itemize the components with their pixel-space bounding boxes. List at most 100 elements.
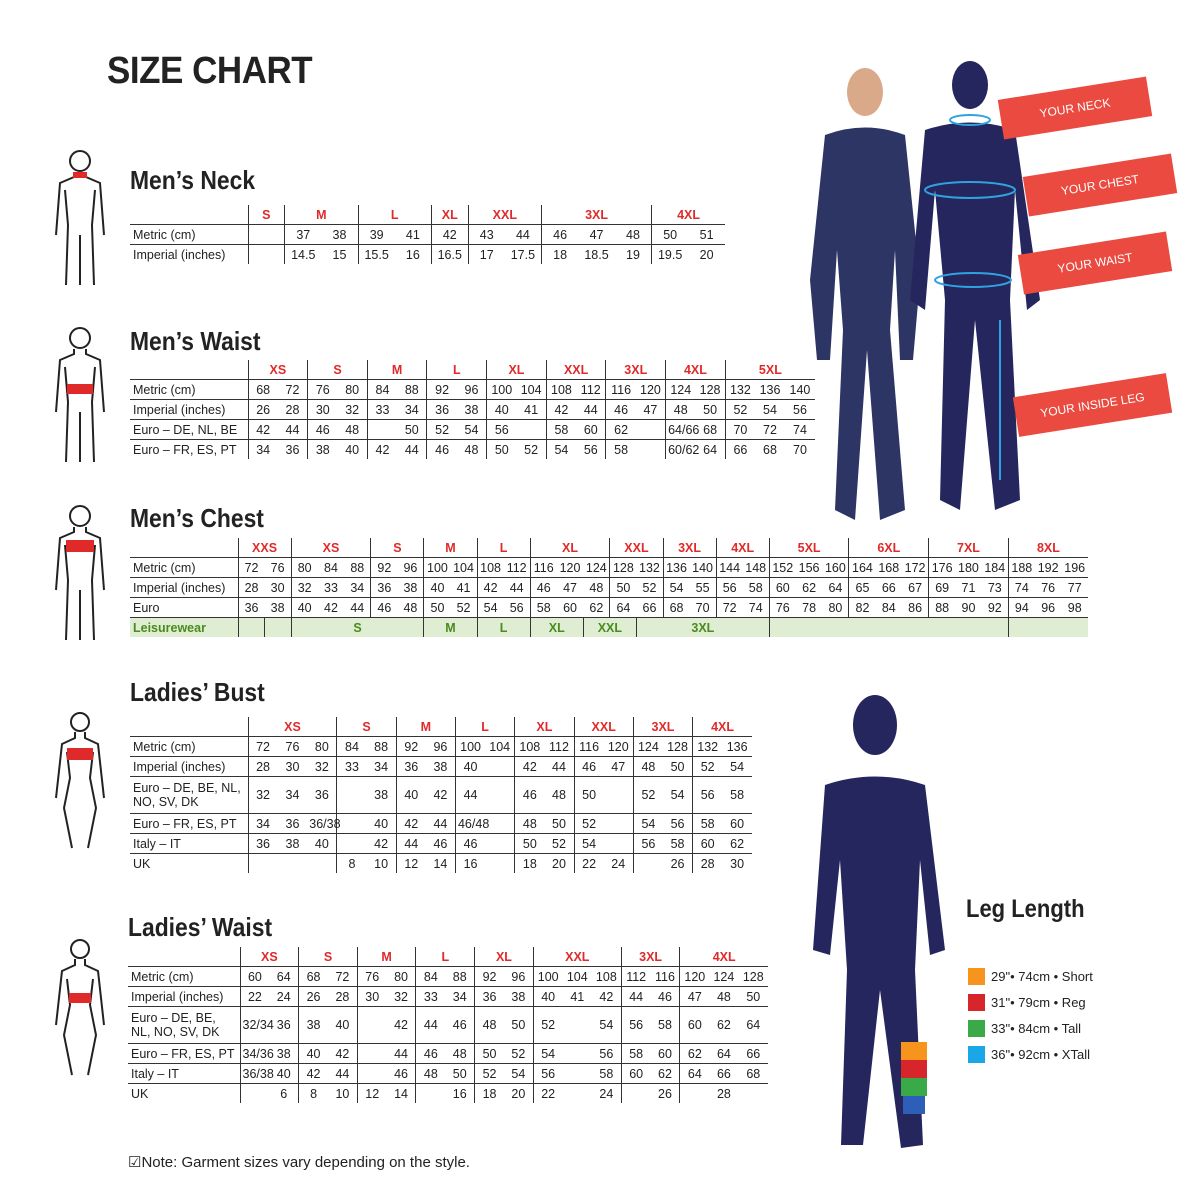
table-row: Imperial (inches) 26 28 30 32 33 34 36 38 40 41 42 4… — [130, 399, 815, 420]
table-cell: 44 — [454, 776, 486, 814]
table-cell: 18 — [474, 1083, 504, 1103]
table-cell: 132 — [636, 557, 663, 578]
table-cell — [562, 1063, 592, 1084]
table-cell: 32/34 — [239, 1006, 274, 1044]
leg-length-item: 31"• 79cm • Reg — [968, 994, 1086, 1011]
table-cell: 48 — [614, 224, 652, 245]
table-cell: 30 — [307, 399, 338, 420]
table-cell: 80 — [386, 966, 416, 987]
table-cell: 136 — [755, 379, 785, 400]
table-cell: 74 — [784, 419, 815, 440]
row-label: Metric (cm) — [128, 966, 240, 987]
table-cell: 50 — [609, 577, 637, 598]
table-cell: 52 — [636, 577, 663, 598]
size-label: XXL — [467, 205, 542, 225]
table-cell — [336, 776, 367, 814]
table-cell: 92 — [474, 966, 504, 987]
size-label: 3XL — [605, 360, 666, 380]
table-cell: 82 — [848, 597, 876, 618]
table-cell: 68 — [247, 379, 278, 400]
table-cell: 19.5 — [651, 244, 689, 264]
table-cell: 18 — [514, 853, 545, 873]
table-cell: 84 — [336, 736, 367, 757]
table-cell: 72 — [327, 966, 358, 987]
table-cell: 46 — [541, 224, 579, 245]
table-cell: 40 — [327, 1006, 358, 1044]
table-cell: 96 — [503, 966, 534, 987]
leg-length-title: Leg Length — [966, 895, 1085, 923]
size-label: M — [356, 947, 416, 967]
table-cell: 68 — [695, 419, 726, 440]
table-cell: 33 — [317, 577, 345, 598]
table-cell: 26 — [650, 1083, 680, 1103]
table-cell: 36 — [277, 439, 308, 459]
size-label: 4XL — [715, 538, 770, 558]
table-cell: 60 — [692, 833, 723, 854]
table-cell: 56 — [715, 577, 743, 598]
table-cell: 14 — [386, 1083, 416, 1103]
leg-length-silhouette-image — [813, 695, 945, 1148]
table-cell — [516, 419, 547, 440]
table-cell: 64 — [269, 966, 299, 987]
table-cell: 64 — [822, 577, 849, 598]
table-cell: 128 — [738, 966, 768, 987]
table-cell — [620, 1083, 651, 1103]
table-cell: 33 — [415, 986, 446, 1007]
table-cell: 76 — [1034, 577, 1062, 598]
table-cell: 50 — [544, 813, 575, 834]
size-label: 8XL — [1007, 538, 1088, 558]
table-row: Imperial (inches) 22 24 26 28 30 32 33 34 36 38 40 4… — [128, 986, 768, 1007]
table-cell: 68 — [738, 1063, 768, 1084]
size-label: XL — [430, 205, 469, 225]
table-cell: 64 — [738, 1006, 768, 1044]
table-cell: 86 — [902, 597, 929, 618]
table-cell: 84 — [875, 597, 903, 618]
table-cell — [356, 1043, 387, 1064]
table-cell: 69 — [928, 577, 956, 598]
table-cell: 124 — [709, 966, 739, 987]
table-cell: 28 — [237, 577, 265, 598]
table-cell: 15.5 — [357, 244, 395, 264]
table-cell: 98 — [1061, 597, 1088, 618]
table-cell: 44 — [386, 1043, 416, 1064]
table-cell: 64 — [695, 439, 726, 459]
table-cell: 44 — [415, 1006, 446, 1044]
row-label: Imperial (inches) — [130, 244, 248, 264]
table-cell: 40 — [366, 813, 397, 834]
table-cell: 132 — [724, 379, 756, 400]
table-cell: 48 — [397, 597, 424, 618]
table-cell: 55 — [689, 577, 717, 598]
table-cell: 8 — [298, 1083, 328, 1103]
empty-cell — [130, 360, 248, 380]
table-cell — [247, 853, 278, 873]
table-cell: 116 — [650, 966, 680, 987]
table-cell: 20 — [544, 853, 575, 873]
table-cell: 64 — [609, 597, 637, 618]
table-cell: 104 — [516, 379, 547, 400]
table-cell: 124 — [665, 379, 696, 400]
size-label: XL — [514, 717, 575, 737]
size-label: XXL — [532, 947, 622, 967]
empty-cell — [130, 205, 248, 225]
table-row: Imperial (inches) 28 30 32 33 34 36 38 40 42 44 46 4… — [130, 756, 752, 777]
table-cell: 44 — [620, 986, 651, 1007]
table-cell — [336, 813, 367, 834]
color-swatch-icon — [968, 1046, 985, 1063]
table-cell: 44 — [504, 224, 542, 245]
table-cell: 188 — [1007, 557, 1035, 578]
table-cell: 65 — [848, 577, 876, 598]
table-cell: 46 — [445, 1006, 475, 1044]
table-cell: 116 — [605, 379, 636, 400]
table-cell: 50 — [423, 597, 451, 618]
row-label: UK — [128, 1083, 240, 1103]
table-cell: 54 — [545, 439, 577, 459]
table-cell: 66 — [709, 1063, 739, 1084]
table-cell: 72 — [755, 419, 785, 440]
table-cell: 50 — [651, 224, 689, 245]
note: ☑Note: Garment sizes vary depending on t… — [128, 1153, 470, 1171]
leisure-size-cell: L — [476, 617, 531, 637]
row-label: Euro – FR, ES, PT — [130, 813, 248, 834]
table-row: UK 6 8 10 12 14 16 18 20 22 24 26 28 — [128, 1083, 768, 1103]
section-title: Ladies’ Waist — [128, 912, 273, 942]
